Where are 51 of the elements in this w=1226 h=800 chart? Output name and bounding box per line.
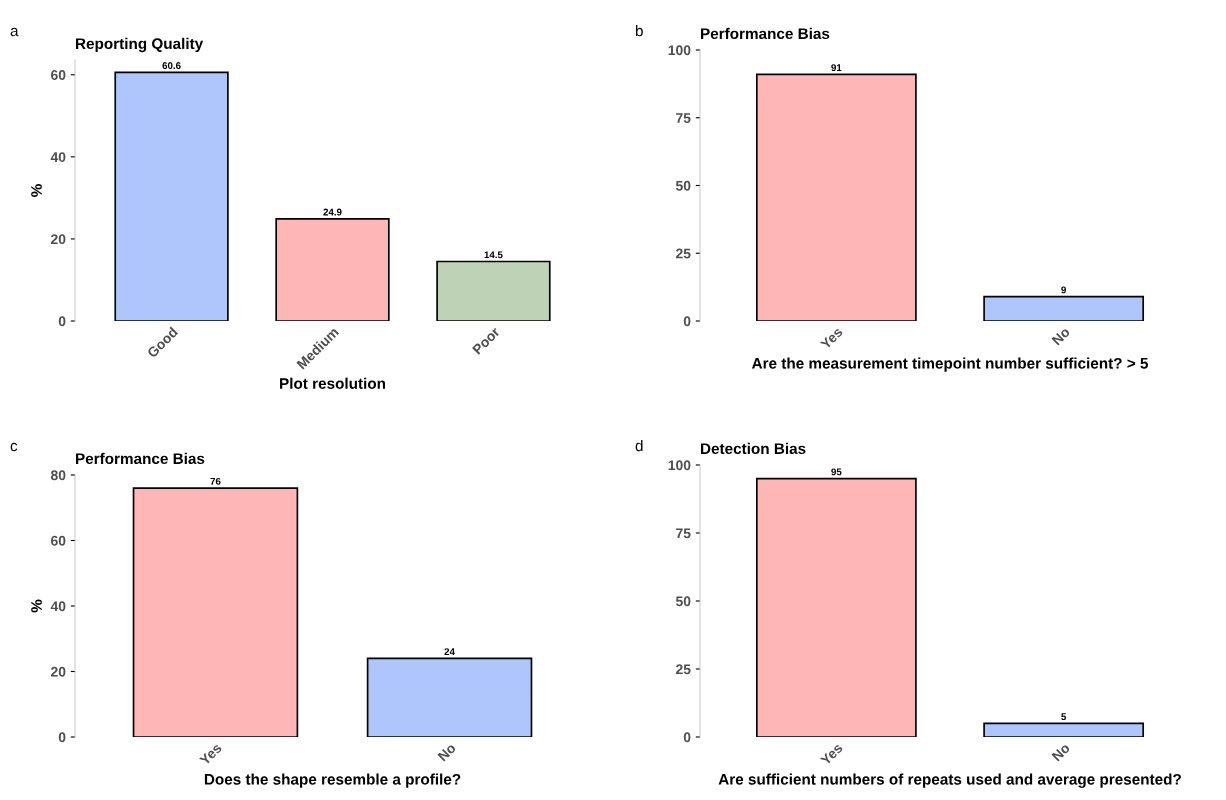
y-tick-label: 0: [58, 732, 66, 743]
y-axis-title: %: [31, 184, 42, 197]
bar: [275, 217, 390, 321]
x-tick-label: No: [1051, 742, 1071, 762]
data-label: 14.5: [484, 251, 503, 259]
y-tick-label: 50: [675, 180, 691, 191]
data-label: 76: [210, 477, 221, 485]
data-label: 9: [1061, 286, 1066, 294]
chart-title: Performance Bias: [76, 452, 205, 465]
text: c: [10, 442, 18, 452]
x-tick-label: Yes: [819, 742, 844, 766]
x-axis-title: Does the shape resemble a profile?: [204, 773, 461, 788]
data-label: 24.9: [323, 208, 342, 216]
y-tick-label: 50: [675, 596, 691, 607]
x-tick-label: Yes: [819, 326, 844, 350]
y-tick-label: 60: [51, 70, 66, 80]
chart-title: Performance Bias: [701, 27, 830, 40]
y-tick-label: 25: [676, 248, 691, 259]
data-label: 5: [1061, 713, 1067, 721]
y-tick-label: 80: [50, 470, 66, 481]
y-tick-label: 100: [668, 45, 691, 56]
bar: [436, 260, 551, 321]
y-tick-label: 0: [683, 732, 691, 743]
y-tick-label: 40: [50, 152, 66, 163]
x-tick-label: Yes: [199, 742, 223, 766]
y-tick-label: 40: [50, 601, 66, 612]
y-tick-label: 75: [676, 528, 691, 539]
text: a: [10, 27, 19, 37]
data-label: 91: [831, 64, 842, 72]
data-label: 24: [444, 648, 455, 655]
y-tick-label: 75: [676, 113, 691, 123]
x-tick-label: No: [1051, 326, 1071, 346]
text: d: [635, 440, 643, 452]
y-tick-label: 0: [683, 316, 691, 327]
y-tick-label: 25: [676, 664, 691, 675]
y-tick-label: 0: [58, 316, 66, 327]
x-tick-label: No: [437, 742, 457, 762]
x-axis-title: Are the measurement timepoint number sufficient? > 5: [751, 357, 1149, 372]
x-axis-title: Are sufficient numbers of repeats used and average presented?: [718, 773, 1181, 788]
chart-title: Reporting Quality: [76, 37, 204, 53]
bar: [114, 71, 229, 321]
y-axis-title: %: [31, 599, 42, 613]
y-tick-label: 20: [51, 234, 66, 245]
chart-title: Detection Bias: [701, 442, 806, 455]
data-label: 95: [831, 468, 842, 476]
y-tick-label: 100: [668, 460, 691, 471]
data-label: 60.6: [162, 62, 181, 69]
text: b: [635, 25, 643, 37]
y-tick-label: 20: [51, 666, 66, 677]
y-tick-label: 60: [51, 535, 66, 546]
x-axis-title: Plot resolution: [280, 377, 386, 389]
